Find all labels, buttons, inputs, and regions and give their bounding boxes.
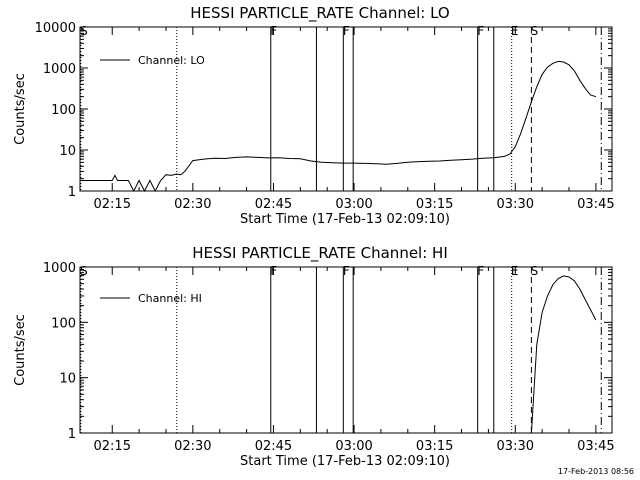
x-tick-label: 02:45 bbox=[255, 197, 292, 212]
y-tick-label: 1 bbox=[68, 427, 76, 442]
vertical-marker-label: F bbox=[343, 264, 350, 278]
vertical-marker-label: E bbox=[511, 24, 519, 38]
vertical-marker-label: F bbox=[270, 264, 277, 278]
vertical-marker-label: F bbox=[477, 24, 484, 38]
y-tick-label: 10 bbox=[59, 372, 76, 387]
x-tick-label: 02:45 bbox=[255, 439, 292, 454]
plot-frame bbox=[79, 266, 613, 434]
vertical-marker-label: S bbox=[80, 264, 88, 278]
y-axis-label: Counts/sec bbox=[13, 314, 28, 386]
series-line bbox=[80, 60, 597, 193]
chart-title: HESSI PARTICLE_RATE Channel: LO bbox=[190, 4, 449, 23]
plot-frame bbox=[79, 26, 613, 192]
x-tick-label: 02:30 bbox=[174, 197, 211, 212]
y-tick-label: 100 bbox=[51, 103, 76, 118]
vertical-marker-label: S bbox=[80, 24, 88, 38]
y-tick-label: 10 bbox=[59, 144, 76, 159]
x-tick-label: 03:00 bbox=[335, 439, 372, 454]
x-axis-label: Start Time (17-Feb-13 02:09:10) bbox=[240, 454, 450, 469]
vertical-marker-label: E bbox=[511, 264, 519, 278]
chart-title: HESSI PARTICLE_RATE Channel: HI bbox=[192, 244, 448, 263]
legend-label: Channel: LO bbox=[138, 54, 205, 67]
y-tick-label: 10000 bbox=[35, 21, 76, 36]
vertical-marker-label: F bbox=[477, 264, 484, 278]
legend-label: Channel: HI bbox=[138, 292, 202, 305]
footer-timestamp: 17-Feb-2013 08:56 bbox=[557, 467, 634, 476]
x-tick-label: 03:15 bbox=[416, 439, 453, 454]
vertical-marker-label: S bbox=[531, 264, 539, 278]
x-tick-label: 03:45 bbox=[577, 439, 614, 454]
x-tick-label: 03:30 bbox=[497, 439, 534, 454]
y-tick-label: 1000 bbox=[43, 62, 76, 77]
vertical-marker-label: F bbox=[343, 24, 350, 38]
x-tick-label: 03:30 bbox=[497, 197, 534, 212]
x-axis-label: Start Time (17-Feb-13 02:09:10) bbox=[240, 212, 450, 227]
y-tick-label: 100 bbox=[51, 316, 76, 331]
vertical-marker-label: S bbox=[531, 24, 539, 38]
x-tick-label: 02:15 bbox=[94, 197, 131, 212]
x-tick-label: 02:30 bbox=[174, 439, 211, 454]
x-tick-label: 03:45 bbox=[577, 197, 614, 212]
series-line bbox=[530, 275, 597, 434]
vertical-marker-label: F bbox=[270, 24, 277, 38]
x-tick-label: 03:15 bbox=[416, 197, 453, 212]
y-tick-label: 1 bbox=[68, 185, 76, 200]
x-tick-label: 03:00 bbox=[335, 197, 372, 212]
y-tick-label: 1000 bbox=[43, 261, 76, 276]
x-tick-label: 02:15 bbox=[94, 439, 131, 454]
y-axis-label: Counts/sec bbox=[13, 73, 28, 145]
